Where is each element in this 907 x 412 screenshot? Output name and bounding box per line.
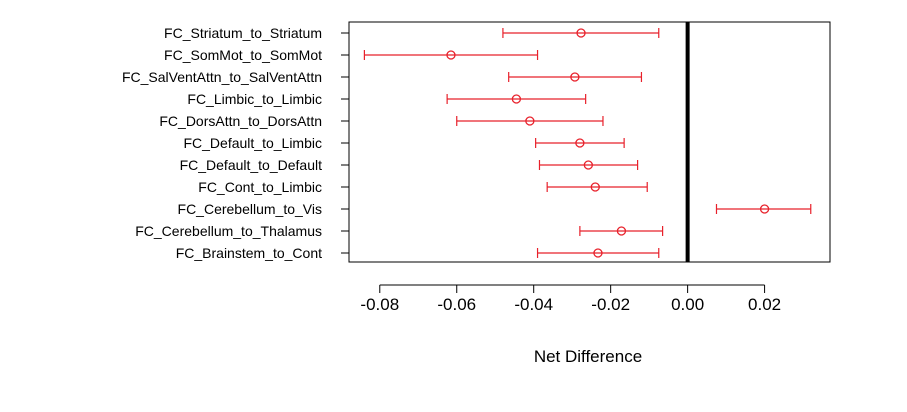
error-bars (363, 28, 812, 258)
category-label: FC_Cerebellum_to_Thalamus (135, 223, 322, 239)
category-label: FC_Cont_to_Limbic (198, 179, 322, 195)
points (446, 28, 770, 258)
category-label: FC_Cerebellum_to_Vis (178, 201, 322, 217)
estimate-point (759, 204, 770, 214)
category-label: FC_Default_to_Default (180, 157, 323, 173)
estimate-point (616, 226, 627, 236)
x-tick-label: -0.04 (514, 295, 553, 314)
x-tick-label: -0.08 (360, 295, 399, 314)
estimate-point (576, 28, 586, 38)
category-label: FC_Default_to_Limbic (183, 135, 322, 151)
category-label: FC_Striatum_to_Striatum (164, 25, 322, 41)
estimate-point (570, 72, 580, 82)
category-label: FC_Brainstem_to_Cont (176, 245, 322, 261)
x-axis: -0.08 -0.06 -0.04 -0.02 0.00 0.02 (360, 284, 781, 314)
estimate-point (590, 182, 600, 192)
category-label: FC_DorsAttn_to_DorsAttn (159, 113, 322, 129)
estimate-point (525, 116, 535, 126)
x-tick-label: -0.06 (437, 295, 476, 314)
estimate-point (583, 160, 593, 170)
category-label: FC_SalVentAttn_to_SalVentAttn (122, 69, 322, 85)
estimate-point (575, 138, 585, 148)
estimate-point (446, 50, 456, 60)
category-label: FC_SomMot_to_SomMot (164, 47, 322, 63)
x-tick-label: 0.02 (748, 295, 781, 314)
category-labels: FC_Striatum_to_Striatum FC_SomMot_to_SomM… (122, 25, 322, 261)
x-tick-label: 0.00 (671, 295, 704, 314)
x-tick-label: -0.02 (591, 295, 630, 314)
y-tick-marks (341, 32, 349, 254)
category-label: FC_Limbic_to_Limbic (187, 91, 322, 107)
estimate-point (593, 248, 603, 258)
x-axis-title: Net Difference (534, 347, 642, 366)
plot-frame (348, 21, 831, 263)
estimate-point (511, 94, 522, 104)
